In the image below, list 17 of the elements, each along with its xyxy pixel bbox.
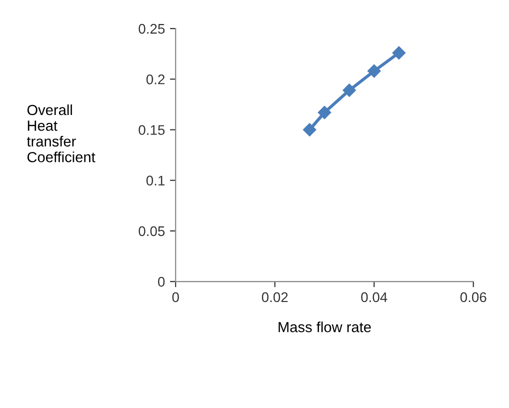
point bbox=[303, 123, 316, 136]
y-tick-label: 0.05 bbox=[138, 226, 165, 236]
y-tick-label: 0 bbox=[158, 276, 165, 287]
x-tick-label: 0.04 bbox=[361, 292, 388, 302]
x-axis-title: Mass flow rate bbox=[278, 322, 371, 332]
y-tick-label: 0.25 bbox=[138, 24, 165, 34]
point bbox=[342, 84, 356, 97]
point bbox=[318, 106, 332, 120]
x-tick-label: 0 bbox=[172, 292, 179, 302]
x-tick-label: 0.02 bbox=[262, 292, 288, 302]
y-axis-title: Overall Heat transfer Coefficient bbox=[26, 104, 96, 162]
point bbox=[368, 64, 381, 78]
x-tick-label: 0.06 bbox=[460, 292, 486, 302]
y-tick-label: 0.15 bbox=[138, 125, 165, 135]
y-tick-label: 0.2 bbox=[146, 74, 164, 84]
point bbox=[392, 46, 406, 60]
y-tick-label: 0.1 bbox=[146, 176, 165, 186]
